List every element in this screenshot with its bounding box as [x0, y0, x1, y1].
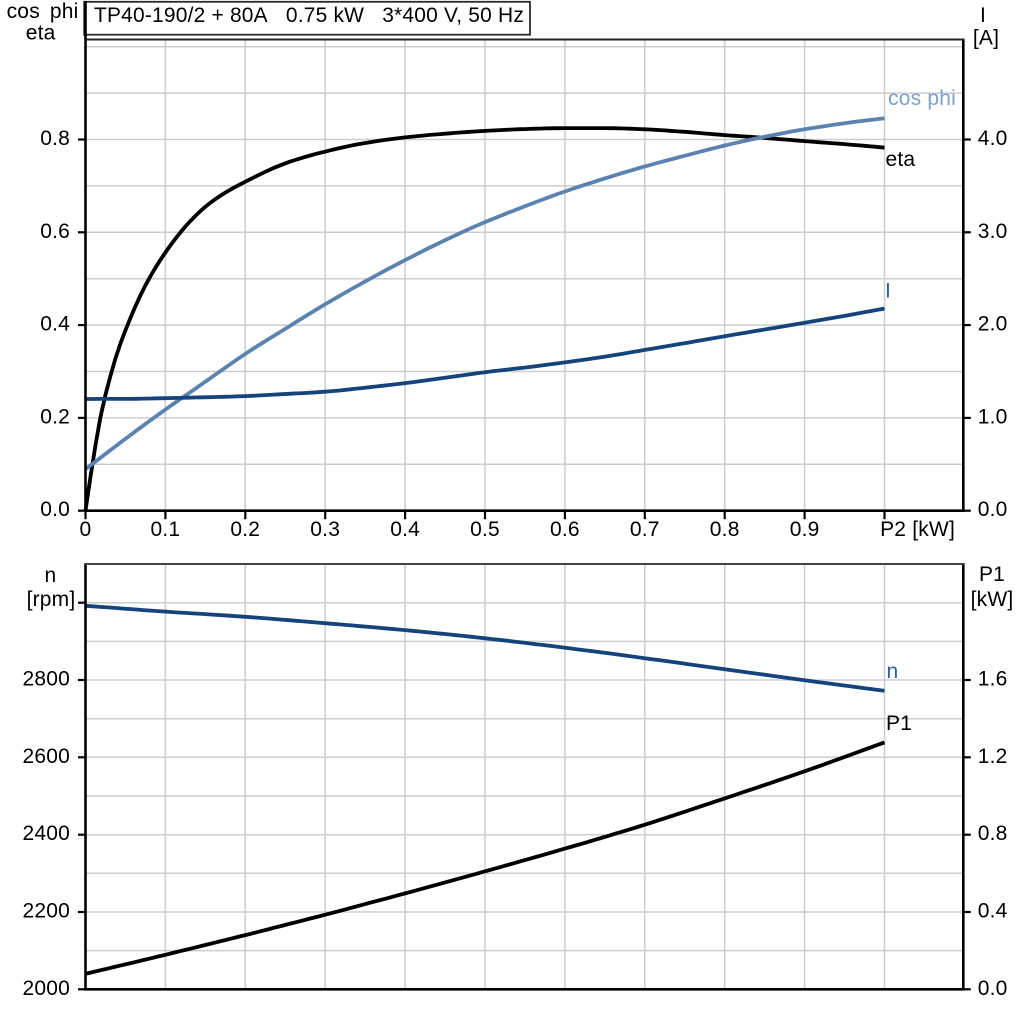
svg-text:0.9: 0.9 — [790, 518, 820, 541]
svg-text:cos phi: cos phi — [7, 0, 79, 23]
svg-text:0.4: 0.4 — [978, 899, 1008, 922]
svg-text:0.5: 0.5 — [470, 518, 500, 541]
svg-text:[A]: [A] — [973, 27, 999, 50]
svg-text:0.8: 0.8 — [710, 518, 740, 541]
svg-text:2000: 2000 — [22, 977, 70, 1000]
svg-text:4.0: 4.0 — [978, 127, 1008, 150]
svg-text:I: I — [885, 280, 891, 303]
svg-text:[rpm]: [rpm] — [27, 588, 76, 611]
svg-text:0.2: 0.2 — [40, 405, 70, 428]
svg-text:1.6: 1.6 — [978, 668, 1008, 691]
svg-text:0.0: 0.0 — [978, 498, 1008, 521]
svg-text:eta: eta — [26, 22, 56, 45]
svg-text:2600: 2600 — [22, 745, 70, 768]
svg-text:n: n — [45, 564, 57, 587]
svg-text:0.0: 0.0 — [40, 498, 70, 521]
svg-text:0.6: 0.6 — [40, 220, 70, 243]
svg-text:0.3: 0.3 — [310, 518, 340, 541]
svg-text:2400: 2400 — [22, 822, 70, 845]
svg-text:eta: eta — [886, 148, 916, 171]
svg-text:0.7: 0.7 — [630, 518, 660, 541]
svg-text:I: I — [980, 4, 986, 27]
svg-text:TP40-190/2 + 80A 0.75 kW 3: TP40-190/2 + 80A 0.75 kW 3*400 V, 50 Hz — [94, 4, 524, 27]
svg-text:cos phi: cos phi — [888, 87, 956, 110]
svg-text:1.2: 1.2 — [978, 745, 1008, 768]
svg-text:2.0: 2.0 — [978, 313, 1008, 336]
svg-text:n: n — [887, 660, 899, 683]
svg-text:[kW]: [kW] — [971, 588, 1014, 611]
svg-text:0: 0 — [80, 518, 92, 541]
svg-text:P2 [kW]: P2 [kW] — [880, 518, 955, 541]
svg-text:0.6: 0.6 — [550, 518, 580, 541]
svg-text:2200: 2200 — [22, 899, 70, 922]
svg-text:2800: 2800 — [22, 668, 70, 691]
svg-text:0.8: 0.8 — [40, 127, 70, 150]
svg-text:0.2: 0.2 — [230, 518, 260, 541]
svg-text:3.0: 3.0 — [978, 220, 1008, 243]
svg-text:0.4: 0.4 — [390, 518, 420, 541]
svg-text:0.8: 0.8 — [978, 822, 1008, 845]
svg-text:P1: P1 — [979, 563, 1005, 586]
svg-text:1.0: 1.0 — [978, 405, 1008, 428]
svg-text:0.0: 0.0 — [978, 977, 1008, 1000]
svg-text:0.4: 0.4 — [40, 313, 70, 336]
svg-text:0.1: 0.1 — [151, 518, 181, 541]
svg-text:P1: P1 — [886, 712, 912, 735]
